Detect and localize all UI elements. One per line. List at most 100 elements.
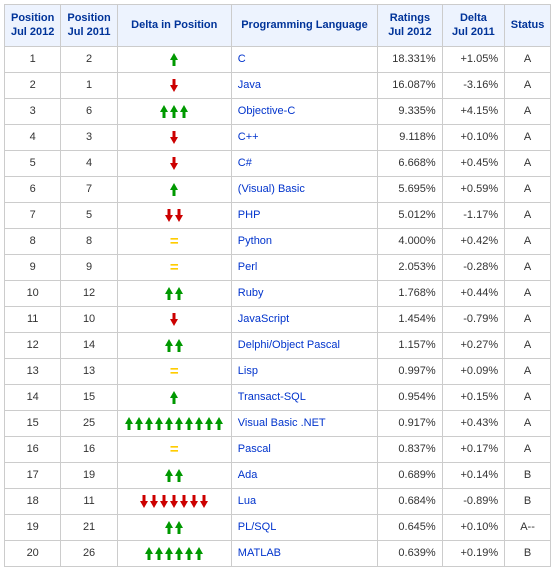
cell-delta-rat: +0.45% [442, 150, 504, 176]
cell-language: Python [231, 228, 377, 254]
cell-pos2011: 3 [61, 124, 117, 150]
cell-delta-pos [117, 72, 231, 98]
language-link[interactable]: Ada [238, 469, 258, 481]
cell-delta-pos [117, 306, 231, 332]
cell-delta-pos [117, 150, 231, 176]
language-link[interactable]: Ruby [238, 287, 264, 299]
cell-status: A [505, 280, 551, 306]
arrow-up-icon [165, 287, 183, 300]
language-link[interactable]: JavaScript [238, 313, 289, 325]
table-row: 1110JavaScript1.454%-0.79%A [5, 306, 551, 332]
table-row: 1012Ruby1.768%+0.44%A [5, 280, 551, 306]
equal-icon: = [170, 441, 179, 458]
language-link[interactable]: PHP [238, 209, 261, 221]
cell-status: A [505, 228, 551, 254]
cell-delta-pos: = [117, 358, 231, 384]
cell-status: A [505, 358, 551, 384]
language-link[interactable]: Lua [238, 495, 256, 507]
language-link[interactable]: Pascal [238, 443, 271, 455]
language-link[interactable]: C++ [238, 131, 259, 143]
cell-delta-rat: -1.17% [442, 202, 504, 228]
cell-ratings: 1.157% [378, 332, 443, 358]
cell-delta-pos [117, 98, 231, 124]
arrow-down-icon [165, 209, 183, 222]
cell-language: Delphi/Object Pascal [231, 332, 377, 358]
table-row: 75PHP5.012%-1.17%A [5, 202, 551, 228]
cell-pos2011: 15 [61, 384, 117, 410]
cell-delta-rat: -0.79% [442, 306, 504, 332]
cell-delta-rat: +0.43% [442, 410, 504, 436]
cell-language: Perl [231, 254, 377, 280]
table-row: 67(Visual) Basic5.695%+0.59%A [5, 176, 551, 202]
header-ratings: RatingsJul 2012 [378, 5, 443, 47]
cell-delta-pos [117, 462, 231, 488]
arrow-up-icon [170, 391, 178, 404]
cell-delta-rat: +0.17% [442, 436, 504, 462]
cell-pos2012: 6 [5, 176, 61, 202]
cell-delta-rat: +0.42% [442, 228, 504, 254]
cell-delta-rat: +0.59% [442, 176, 504, 202]
cell-pos2011: 16 [61, 436, 117, 462]
language-link[interactable]: Transact-SQL [238, 391, 306, 403]
table-row: 12C18.331%+1.05%A [5, 46, 551, 72]
cell-delta-rat: -3.16% [442, 72, 504, 98]
language-link[interactable]: Python [238, 235, 272, 247]
cell-language: PL/SQL [231, 514, 377, 540]
cell-delta-pos [117, 176, 231, 202]
cell-ratings: 1.768% [378, 280, 443, 306]
cell-delta-rat: +0.19% [442, 540, 504, 566]
table-row: 1921PL/SQL0.645%+0.10%A-- [5, 514, 551, 540]
cell-delta-pos [117, 384, 231, 410]
cell-language: C# [231, 150, 377, 176]
cell-ratings: 0.689% [378, 462, 443, 488]
cell-pos2012: 5 [5, 150, 61, 176]
cell-status: A [505, 176, 551, 202]
cell-language: Transact-SQL [231, 384, 377, 410]
arrow-up-icon [145, 547, 203, 560]
language-link[interactable]: Delphi/Object Pascal [238, 339, 340, 351]
cell-delta-pos [117, 280, 231, 306]
cell-status: A [505, 384, 551, 410]
table-row: 99=Perl2.053%-0.28%A [5, 254, 551, 280]
cell-pos2011: 25 [61, 410, 117, 436]
cell-ratings: 6.668% [378, 150, 443, 176]
language-link[interactable]: PL/SQL [238, 521, 277, 533]
cell-delta-pos: = [117, 228, 231, 254]
cell-pos2011: 6 [61, 98, 117, 124]
cell-pos2011: 10 [61, 306, 117, 332]
cell-delta-pos [117, 46, 231, 72]
table-row: 1415Transact-SQL0.954%+0.15%A [5, 384, 551, 410]
language-link[interactable]: C [238, 53, 246, 65]
cell-delta-rat: +0.09% [442, 358, 504, 384]
header-pos2012: PositionJul 2012 [5, 5, 61, 47]
language-link[interactable]: Objective-C [238, 105, 295, 117]
cell-language: Visual Basic .NET [231, 410, 377, 436]
language-link[interactable]: Lisp [238, 365, 258, 377]
language-link[interactable]: C# [238, 157, 252, 169]
cell-language: (Visual) Basic [231, 176, 377, 202]
language-link[interactable]: MATLAB [238, 547, 281, 559]
cell-pos2012: 14 [5, 384, 61, 410]
cell-pos2011: 14 [61, 332, 117, 358]
cell-pos2012: 15 [5, 410, 61, 436]
arrow-up-icon [165, 469, 183, 482]
cell-ratings: 5.695% [378, 176, 443, 202]
cell-pos2012: 10 [5, 280, 61, 306]
language-link[interactable]: (Visual) Basic [238, 183, 305, 195]
cell-language: Java [231, 72, 377, 98]
cell-status: B [505, 488, 551, 514]
cell-delta-rat: +0.10% [442, 514, 504, 540]
table-row: 1616=Pascal0.837%+0.17%A [5, 436, 551, 462]
cell-status: A [505, 98, 551, 124]
table-row: 1313=Lisp0.997%+0.09%A [5, 358, 551, 384]
header-delta-pos: Delta in Position [117, 5, 231, 47]
cell-delta-rat: +1.05% [442, 46, 504, 72]
language-link[interactable]: Perl [238, 261, 258, 273]
cell-pos2011: 11 [61, 488, 117, 514]
language-link[interactable]: Java [238, 79, 261, 91]
cell-pos2011: 9 [61, 254, 117, 280]
cell-language: C++ [231, 124, 377, 150]
arrow-up-icon [170, 53, 178, 66]
language-link[interactable]: Visual Basic .NET [238, 417, 326, 429]
cell-pos2011: 5 [61, 202, 117, 228]
